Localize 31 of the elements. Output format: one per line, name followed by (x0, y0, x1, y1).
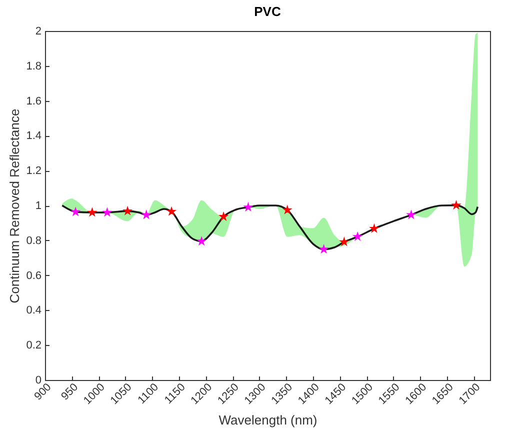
y-tick-label: 0.6 (26, 270, 42, 282)
point (452, 201, 460, 209)
y-tick-label: 0 (35, 374, 42, 386)
point (72, 208, 80, 216)
chart-title: PVC (254, 4, 282, 19)
y-tick-label: 1.4 (26, 130, 42, 142)
point (124, 206, 132, 215)
y-tick-label: 1.2 (26, 165, 42, 178)
point (220, 212, 228, 220)
point (354, 232, 362, 240)
y-tick-label: 1.8 (26, 60, 42, 72)
point (103, 208, 112, 216)
y-axis-title: Continuum Removed Reflectance (7, 108, 22, 304)
point (320, 245, 328, 253)
point (198, 237, 206, 245)
point (283, 206, 292, 214)
point (340, 238, 348, 246)
y-tick-label: 0.2 (26, 340, 42, 352)
y-tick-label: 0.8 (26, 234, 42, 247)
x-axis-title: Wavelength (nm) (218, 412, 318, 428)
point (370, 224, 378, 232)
point (244, 203, 252, 211)
point (142, 210, 150, 218)
y-tick-label: 1 (35, 200, 42, 212)
point (407, 210, 416, 218)
y-tick-label: 0.4 (26, 304, 42, 317)
y-tick-label: 1.6 (26, 95, 42, 108)
y-tick-label: 2 (35, 26, 42, 38)
x-tick-label: 950 (59, 381, 81, 403)
point (168, 207, 176, 216)
point (88, 208, 96, 216)
